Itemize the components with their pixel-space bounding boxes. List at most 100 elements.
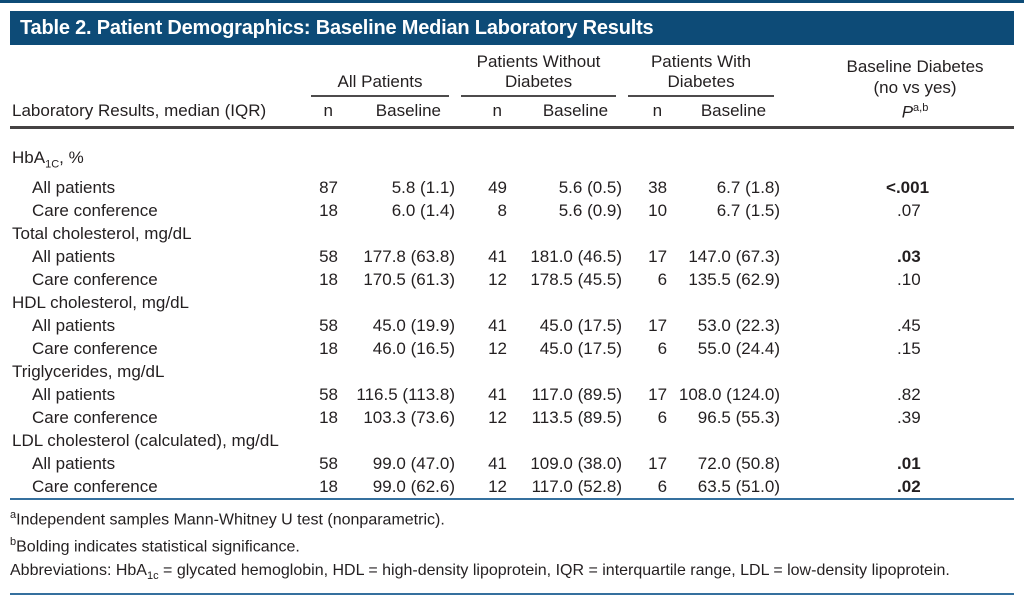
n-cell: 17: [648, 246, 668, 266]
n-cell: 18: [319, 200, 338, 220]
row-label: All patients: [32, 384, 116, 404]
stub-header: Laboratory Results, median (IQR): [10, 45, 305, 129]
p-value-cell: .01: [897, 453, 921, 473]
n-header-3: n: [622, 97, 668, 129]
baseline-cell: 170.5 (61.3): [363, 269, 456, 289]
table-title: Table 2. Patient Demographics: Baseline …: [20, 16, 654, 39]
n-cell: 18: [319, 269, 338, 289]
category-row: HDL cholesterol, mg/dL: [10, 291, 1014, 314]
n-cell: 12: [488, 269, 508, 289]
group-without-diabetes: Patients Without Diabetes: [455, 45, 622, 97]
category-label: LDL cholesterol (calculated), mg/dL: [12, 430, 279, 450]
baseline-cell: 5.6 (0.9): [558, 200, 623, 220]
data-row: Care conference 18 103.3 (73.6) 12 113.5 (89…: [10, 406, 1014, 429]
baseline-cell: 5.8 (1.1): [391, 177, 456, 197]
row-label: Care conference: [32, 407, 158, 427]
n-cell: 8: [497, 200, 508, 220]
n-header-1: n: [305, 97, 338, 129]
baseline-cell: 117.0 (89.5): [531, 384, 623, 404]
data-row: All patients 58 116.5 (113.8) 41 117.0 (89.5…: [10, 383, 1014, 406]
row-label: All patients: [32, 315, 116, 335]
p-value-cell: <.001: [886, 177, 930, 197]
baseline-cell: 46.0 (16.5): [372, 338, 456, 358]
p-value-cell: .45: [897, 315, 921, 335]
baseline-cell: 147.0 (67.3): [688, 246, 781, 266]
p-value-cell: .10: [897, 269, 921, 289]
n-cell: 6: [657, 269, 668, 289]
baseline-cell: 135.5 (62.9): [688, 269, 781, 289]
group-all-patients: All Patients: [305, 45, 455, 97]
n-cell: 12: [488, 407, 508, 427]
baseline-cell: 55.0 (24.4): [697, 338, 781, 358]
data-row: All patients 87 5.8 (1.1) 49 5.6 (0.5) 38 6.7 …: [10, 176, 1014, 199]
footnote-a-text: Independent samples Mann-Whitney U test …: [16, 511, 445, 529]
n-cell: 6: [657, 476, 668, 496]
p-value-cell: .15: [897, 338, 921, 358]
row-label: Care conference: [32, 269, 158, 289]
data-row: All patients 58 45.0 (19.9) 41 45.0 (17.5) 17…: [10, 314, 1014, 337]
n-cell: 12: [488, 476, 508, 496]
p-value-cell: .07: [897, 200, 921, 220]
subheader-row: n Baseline n Baseline n Baseline: [10, 97, 1014, 129]
baseline-cell: 6.7 (1.8): [716, 177, 781, 197]
p-value-cell: .39: [897, 407, 921, 427]
baseline-cell: 5.6 (0.5): [558, 177, 623, 197]
group-without-diabetes-label: Patients Without Diabetes: [461, 52, 617, 97]
n-cell: 38: [648, 177, 668, 197]
top-rule: [0, 0, 1024, 3]
baseline-cell: 113.5 (89.5): [531, 407, 623, 427]
baseline-cell: 45.0 (19.9): [372, 315, 456, 335]
baseline-cell: 117.0 (52.8): [531, 476, 623, 496]
row-label: Care conference: [32, 338, 158, 358]
n-cell: 58: [319, 453, 338, 473]
n-cell: 17: [648, 384, 668, 404]
group-with-diabetes-label: Patients With Diabetes: [628, 52, 775, 97]
footnote-b-text: Bolding indicates statistical significan…: [16, 538, 300, 556]
baseline-cell: 6.7 (1.5): [716, 200, 781, 220]
category-label: HbA1C, %: [12, 147, 84, 170]
row-label: All patients: [32, 177, 116, 197]
n-cell: 6: [657, 338, 668, 358]
n-cell: 17: [648, 453, 668, 473]
baseline-cell: 53.0 (22.3): [697, 315, 781, 335]
n-cell: 49: [488, 177, 508, 197]
p-value-cell: .82: [897, 384, 921, 404]
p-column-header: Baseline Diabetes (no vs yes) Pa,b: [780, 45, 1015, 129]
p-value-cell: .02: [897, 476, 921, 496]
row-label: Care conference: [32, 476, 158, 496]
n-cell: 41: [488, 315, 508, 335]
p-header-symbol-line: Pa,b: [901, 101, 929, 122]
category-row: LDL cholesterol (calculated), mg/dL: [10, 429, 1014, 452]
row-label: Care conference: [32, 200, 158, 220]
data-row: Care conference 18 99.0 (62.6) 12 117.0 (52.…: [10, 475, 1014, 498]
data-row: Care conference 18 6.0 (1.4) 8 5.6 (0.9) 10 6.…: [10, 199, 1014, 222]
n-cell: 12: [488, 338, 508, 358]
table-header: Laboratory Results, median (IQR) All Pat…: [10, 45, 1015, 129]
n-cell: 58: [319, 384, 338, 404]
data-row: All patients 58 99.0 (47.0) 41 109.0 (38.0) 1…: [10, 452, 1014, 475]
group-with-diabetes: Patients With Diabetes: [622, 45, 780, 97]
baseline-cell: 103.3 (73.6): [363, 407, 456, 427]
baseline-header-2: Baseline: [507, 97, 623, 129]
n-cell: 58: [319, 315, 338, 335]
footnote-b: bBolding indicates statistical significa…: [10, 531, 1014, 558]
n-cell: 17: [648, 315, 668, 335]
baseline-header-3: Baseline: [667, 97, 781, 129]
n-cell: 41: [488, 453, 508, 473]
data-row: Care conference 18 46.0 (16.5) 12 45.0 (17.5…: [10, 337, 1014, 360]
footnote-abbreviations: Abbreviations: HbA1c = glycated hemoglob…: [10, 561, 950, 582]
lab-results-table: Laboratory Results, median (IQR) All Pat…: [10, 45, 1015, 498]
n-cell: 18: [319, 338, 338, 358]
baseline-cell: 177.8 (63.8): [363, 246, 456, 266]
baseline-cell: 96.5 (55.3): [697, 407, 781, 427]
baseline-cell: 63.5 (51.0): [697, 476, 781, 496]
p-header-line2: (no vs yes): [873, 77, 957, 97]
footnote-a-marker: a: [10, 508, 17, 521]
n-cell: 41: [488, 246, 508, 266]
baseline-cell: 99.0 (62.6): [372, 476, 456, 496]
data-row: All patients 58 177.8 (63.8) 41 181.0 (46.5)…: [10, 245, 1014, 268]
category-row: Total cholesterol, mg/dL: [10, 222, 1014, 245]
baseline-cell: 45.0 (17.5): [539, 338, 623, 358]
baseline-cell: 109.0 (38.0): [530, 453, 623, 473]
